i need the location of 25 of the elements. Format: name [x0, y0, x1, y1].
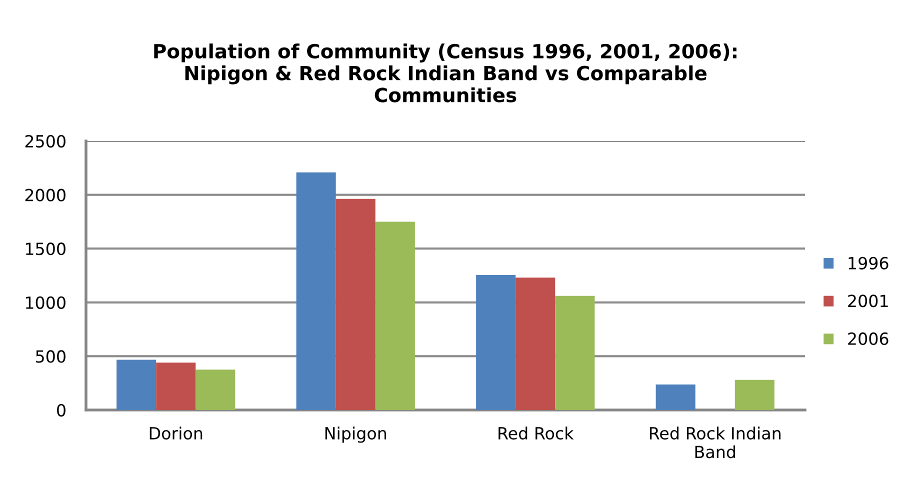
- bar: [656, 384, 696, 410]
- bar: [516, 278, 556, 410]
- bar: [336, 198, 376, 410]
- legend-label: 2006: [848, 332, 888, 346]
- legend-label: 1996: [848, 256, 888, 270]
- y-tick-label: 2000: [25, 188, 66, 202]
- bar: [555, 296, 595, 410]
- bar: [116, 360, 156, 410]
- y-tick-label: 1000: [26, 296, 66, 309]
- y-tick-label: 2500: [25, 134, 66, 148]
- x-tick-label: Red Rock: [498, 426, 574, 440]
- y-tick-label: 500: [36, 350, 66, 363]
- x-tick-label: Dorion: [150, 426, 202, 440]
- x-tick-label: Nipigon: [325, 426, 386, 443]
- bar: [476, 274, 516, 410]
- bar: [196, 370, 236, 410]
- y-tick-label: 1500: [26, 242, 66, 256]
- bar: [734, 380, 774, 410]
- x-tick-label: Red Rock Indian Band: [650, 426, 780, 458]
- legend-label: 2001: [848, 294, 888, 308]
- bar: [156, 362, 196, 410]
- bar: [296, 172, 336, 410]
- y-tick-label: 0: [57, 404, 66, 417]
- chart-title: Population of Community (Census 1996, 2001, 2006): Nipigon & Red Rock Indian Band vs Comparable Communities: [154, 43, 736, 102]
- bar: [375, 222, 415, 410]
